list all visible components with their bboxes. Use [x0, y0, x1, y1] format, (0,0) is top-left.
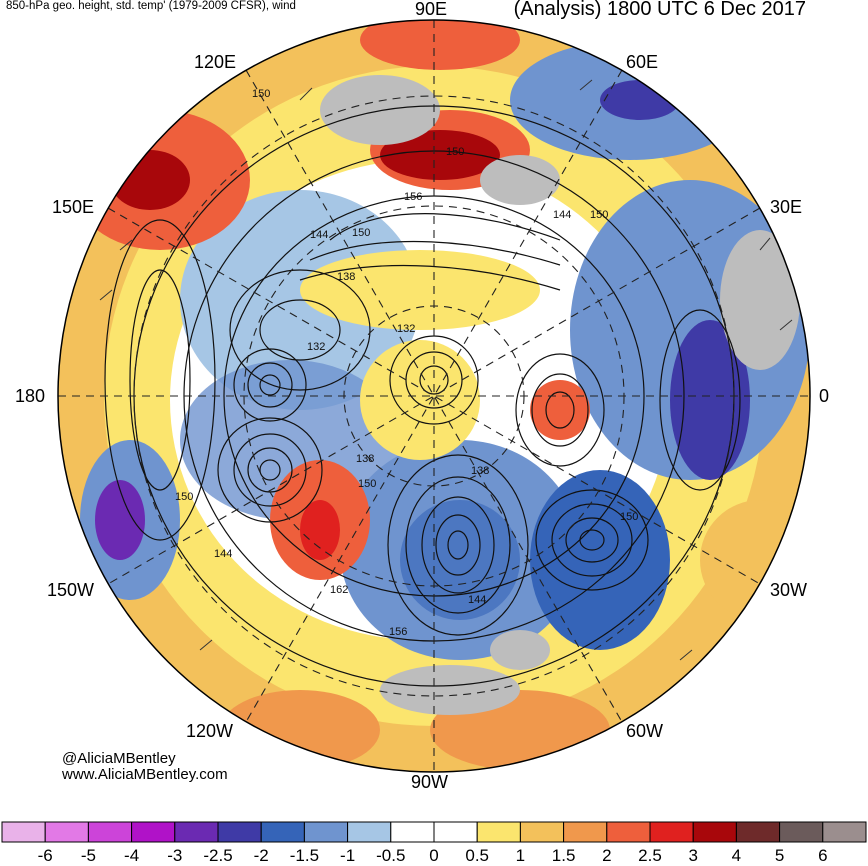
colorbar-swatch: [476, 821, 521, 843]
colorbar-tick-label: 1.5: [551, 846, 576, 865]
contour-label: 150: [175, 491, 193, 503]
left-title: 850-hPa geo. height, std. temp' (1979-20…: [6, 0, 296, 12]
colorbar-swatch: [131, 821, 176, 843]
contour-label: 162: [330, 584, 348, 596]
contour-label: 144: [553, 209, 571, 221]
colorbar-swatch: [303, 821, 349, 843]
contour-label: 150: [352, 227, 370, 239]
colorbar-tick-label: -2.5: [203, 846, 233, 865]
colorbar-swatch: [174, 821, 219, 843]
colorbar-tick-label: 0.5: [465, 846, 490, 865]
wind-barbs: [99, 79, 793, 661]
contour-label: 138: [337, 271, 355, 283]
lon-label-120e: 120E: [194, 52, 237, 72]
colorbar-tick-label: -1: [340, 846, 356, 865]
lon-label-60w: 60W: [626, 721, 664, 741]
colorbar-tick-label: 1: [515, 846, 526, 865]
colorbar-swatch: [260, 821, 305, 843]
lon-label-30e: 30E: [770, 197, 803, 217]
contour-label: 132: [397, 323, 415, 335]
lon-label-30w: 30W: [770, 580, 808, 600]
lon-label-180: 180: [15, 386, 46, 406]
colorbar-swatch: [735, 821, 781, 843]
lon-label-60e: 60E: [626, 52, 659, 72]
contour-label: 144: [468, 594, 486, 606]
colorbar-tick-label: 2.5: [638, 846, 662, 865]
credit-handle: @AliciaMBentley: [62, 750, 176, 767]
colorbar-swatch: [649, 821, 694, 843]
map-boundary: [57, 19, 811, 773]
colorbar-tick-label: -2: [253, 846, 269, 865]
colorbar-tick-label: 4: [731, 846, 742, 865]
colorbar-swatch: [606, 821, 651, 843]
lon-label-90w: 90W: [411, 772, 449, 792]
colorbar-swatch: [433, 821, 478, 843]
colorbar-swatch: [347, 821, 392, 843]
lon-label-120w: 120W: [186, 721, 234, 741]
contour-label: 150: [358, 478, 376, 490]
colorbar-swatch: [779, 821, 824, 843]
contour-label: 150: [620, 511, 638, 523]
lon-label-0: 0: [819, 386, 830, 406]
contour-label: 150: [590, 209, 608, 221]
colorbar-tick-label: 5: [774, 846, 785, 865]
lon-label-150w: 150W: [47, 580, 95, 600]
contour-label: 156: [389, 626, 407, 638]
colorbar-tick-label: -6: [37, 846, 53, 865]
colorbar-tick-label: -4: [124, 846, 140, 865]
colorbar-tick-label: 0: [429, 846, 439, 865]
colorbar-tick-label: -0.5: [376, 846, 406, 865]
colorbar-swatch: [87, 821, 133, 843]
right-title: (Analysis) 1800 UTC 6 Dec 2017: [513, 0, 806, 20]
graticule: [58, 20, 810, 772]
lon-label-150e: 150E: [52, 197, 95, 217]
polar-stereographic-map: 150 150 156 144 150 144 150 138 132 132 …: [57, 19, 811, 773]
colorbar-swatch: [1, 821, 46, 843]
colorbar-swatch: [217, 821, 262, 843]
contour-label: 144: [310, 229, 328, 241]
colorbar-swatch: [692, 821, 737, 843]
colorbar-tick-label: -3: [167, 846, 183, 865]
contour-label: 150: [446, 146, 464, 158]
contour-label: 138: [356, 453, 374, 465]
colorbar: [1, 821, 867, 843]
contour-label: 156: [404, 191, 422, 203]
colorbar-tick-label: -1.5: [289, 846, 320, 865]
contour-label: 132: [307, 341, 325, 353]
colorbar-swatch: [390, 821, 435, 843]
colorbar-tick-label: 6: [818, 846, 828, 865]
lon-label-90e: 90E: [415, 0, 448, 19]
colorbar-tick-label: 3: [688, 846, 698, 865]
contour-label: 150: [252, 88, 270, 100]
colorbar-tick-label: -5: [80, 846, 96, 865]
contour-value-labels: 150 150 156 144 150 144 150 138 132 132 …: [175, 88, 638, 638]
colorbar-tick-label: 2: [602, 846, 612, 865]
colorbar-swatch: [519, 821, 565, 843]
colorbar-swatch: [563, 821, 608, 843]
contour-label: 144: [214, 548, 232, 560]
contour-label: 138: [471, 465, 489, 477]
colorbar-swatch: [822, 821, 867, 843]
temperature-anomaly-field: [58, 20, 810, 772]
colorbar-swatch: [44, 821, 89, 843]
credit-website: www.AliciaMBentley.com: [62, 766, 228, 783]
